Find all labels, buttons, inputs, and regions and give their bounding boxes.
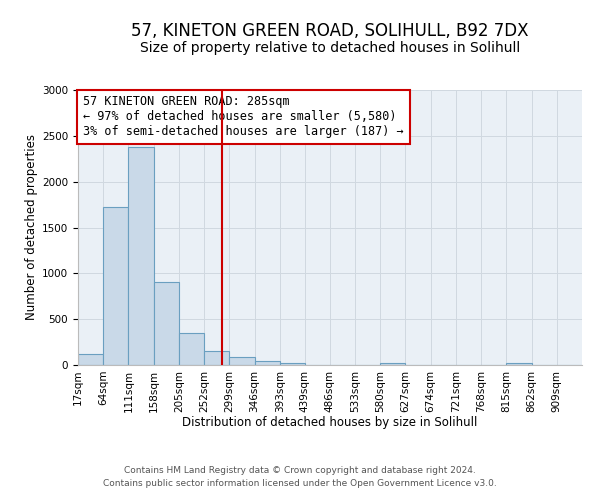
- Bar: [254, 361, 280, 365]
- Y-axis label: Number of detached properties: Number of detached properties: [25, 134, 38, 320]
- Bar: [78, 354, 103, 365]
- Bar: [128, 147, 154, 365]
- Bar: [103, 208, 128, 365]
- Text: 57, KINETON GREEN ROAD, SOLIHULL, B92 7DX: 57, KINETON GREEN ROAD, SOLIHULL, B92 7D…: [131, 22, 529, 40]
- X-axis label: Distribution of detached houses by size in Solihull: Distribution of detached houses by size …: [182, 416, 478, 429]
- Text: Size of property relative to detached houses in Solihull: Size of property relative to detached ho…: [140, 41, 520, 55]
- Bar: [179, 334, 204, 365]
- Bar: [380, 363, 406, 365]
- Bar: [506, 363, 532, 365]
- Text: Contains HM Land Registry data © Crown copyright and database right 2024.
Contai: Contains HM Land Registry data © Crown c…: [103, 466, 497, 487]
- Text: 57 KINETON GREEN ROAD: 285sqm
← 97% of detached houses are smaller (5,580)
3% of: 57 KINETON GREEN ROAD: 285sqm ← 97% of d…: [83, 96, 404, 138]
- Bar: [229, 357, 254, 365]
- Bar: [204, 351, 229, 365]
- Bar: [154, 282, 179, 365]
- Bar: [280, 363, 305, 365]
